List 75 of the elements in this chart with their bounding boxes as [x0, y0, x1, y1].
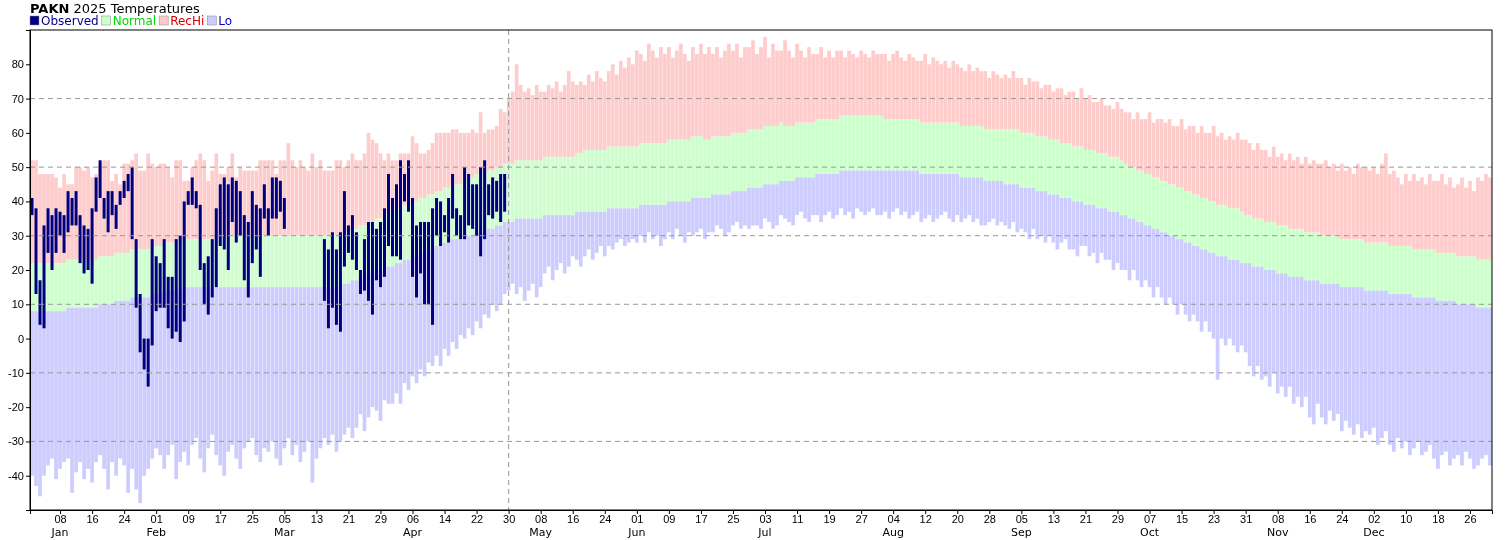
legend-label: RecHi — [170, 14, 205, 28]
y-tick-label: 50 — [11, 161, 24, 174]
y-tick-label: -20 — [8, 401, 24, 414]
y-tick-label: 10 — [11, 298, 24, 311]
x-tick-label: 07 — [1143, 512, 1157, 525]
text: Aug — [882, 526, 904, 539]
y-tick-label: -10 — [8, 366, 24, 379]
y-tick-label: 0 — [17, 332, 24, 345]
y-tick-label: 70 — [11, 92, 24, 105]
x-tick-label: 17 — [214, 512, 227, 525]
x-tick-label: 21 — [1079, 512, 1093, 525]
x-tick-label: 30 — [503, 512, 516, 525]
text: Jun — [627, 526, 646, 539]
legend-label: Lo — [218, 14, 233, 28]
y-tick-label: 40 — [11, 195, 24, 208]
text: May — [529, 526, 553, 539]
x-tick-label: 25 — [727, 512, 740, 525]
chart-title: PAKN 2025 Temperatures — [30, 1, 201, 16]
x-tick-label: 18 — [1432, 512, 1445, 525]
x-tick-label: 08 — [54, 512, 67, 525]
x-tick-label: 10 — [1400, 512, 1413, 525]
x-tick-label: 24 — [599, 512, 612, 525]
y-tick-label: 20 — [11, 264, 24, 277]
x-tick-label: 16 — [1304, 512, 1317, 525]
x-tick-label: 14 — [438, 512, 452, 525]
x-tick-label: 05 — [278, 512, 291, 525]
x-tick-label: 26 — [1464, 512, 1477, 525]
y-tick-label: 80 — [11, 58, 24, 71]
x-tick-label: 24 — [1336, 512, 1349, 525]
text: Jan — [50, 526, 69, 539]
y-tick-label: -40 — [8, 469, 24, 482]
text: Oct — [1140, 526, 1160, 539]
x-tick-label: 21 — [342, 512, 356, 525]
x-tick-label: 27 — [855, 512, 868, 525]
text: Nov — [1266, 526, 1289, 539]
legend-label: Observed — [41, 14, 99, 28]
x-tick-label: 01 — [631, 512, 644, 525]
text: Feb — [146, 526, 166, 539]
text: Mar — [273, 526, 296, 539]
x-tick-label: 01 — [150, 512, 163, 525]
text: Jul — [757, 526, 772, 539]
text: Dec — [1363, 526, 1385, 539]
y-tick-label: 30 — [11, 229, 24, 242]
x-tick-label: 28 — [983, 512, 996, 525]
text: Sep — [1010, 526, 1032, 539]
x-tick-label: 29 — [1111, 512, 1125, 525]
x-tick-label: 09 — [182, 512, 195, 525]
x-tick-label: 09 — [663, 512, 676, 525]
x-tick-label: 08 — [535, 512, 548, 525]
x-tick-label: 29 — [374, 512, 388, 525]
x-tick-label: 06 — [406, 512, 420, 525]
x-tick-label: 24 — [118, 512, 131, 525]
x-tick-label: 12 — [919, 512, 932, 525]
x-tick-label: 19 — [823, 512, 836, 525]
x-tick-label: 23 — [1207, 512, 1221, 525]
x-tick-label: 08 — [1272, 512, 1285, 525]
x-tick-label: 11 — [791, 512, 804, 525]
x-tick-label: 03 — [759, 512, 772, 525]
x-tick-label: 04 — [887, 512, 900, 525]
x-tick-label: 25 — [246, 512, 259, 525]
text: Apr — [403, 526, 423, 539]
x-tick-label: 16 — [567, 512, 580, 525]
x-tick-label: 02 — [1368, 512, 1381, 525]
x-tick-label: 13 — [310, 512, 324, 525]
x-tick-label: 15 — [1175, 512, 1189, 525]
legend-label: Normal — [112, 14, 157, 28]
x-tick-label: 17 — [695, 512, 708, 525]
x-tick-label: 31 — [1240, 512, 1253, 525]
x-tick-label: 22 — [470, 512, 484, 525]
x-tick-label: 13 — [1047, 512, 1061, 525]
y-tick-label: 60 — [11, 126, 24, 139]
x-tick-label: 16 — [86, 512, 99, 525]
x-tick-label: 05 — [1015, 512, 1028, 525]
x-tick-label: 20 — [951, 512, 964, 525]
y-tick-label: -30 — [8, 435, 24, 448]
